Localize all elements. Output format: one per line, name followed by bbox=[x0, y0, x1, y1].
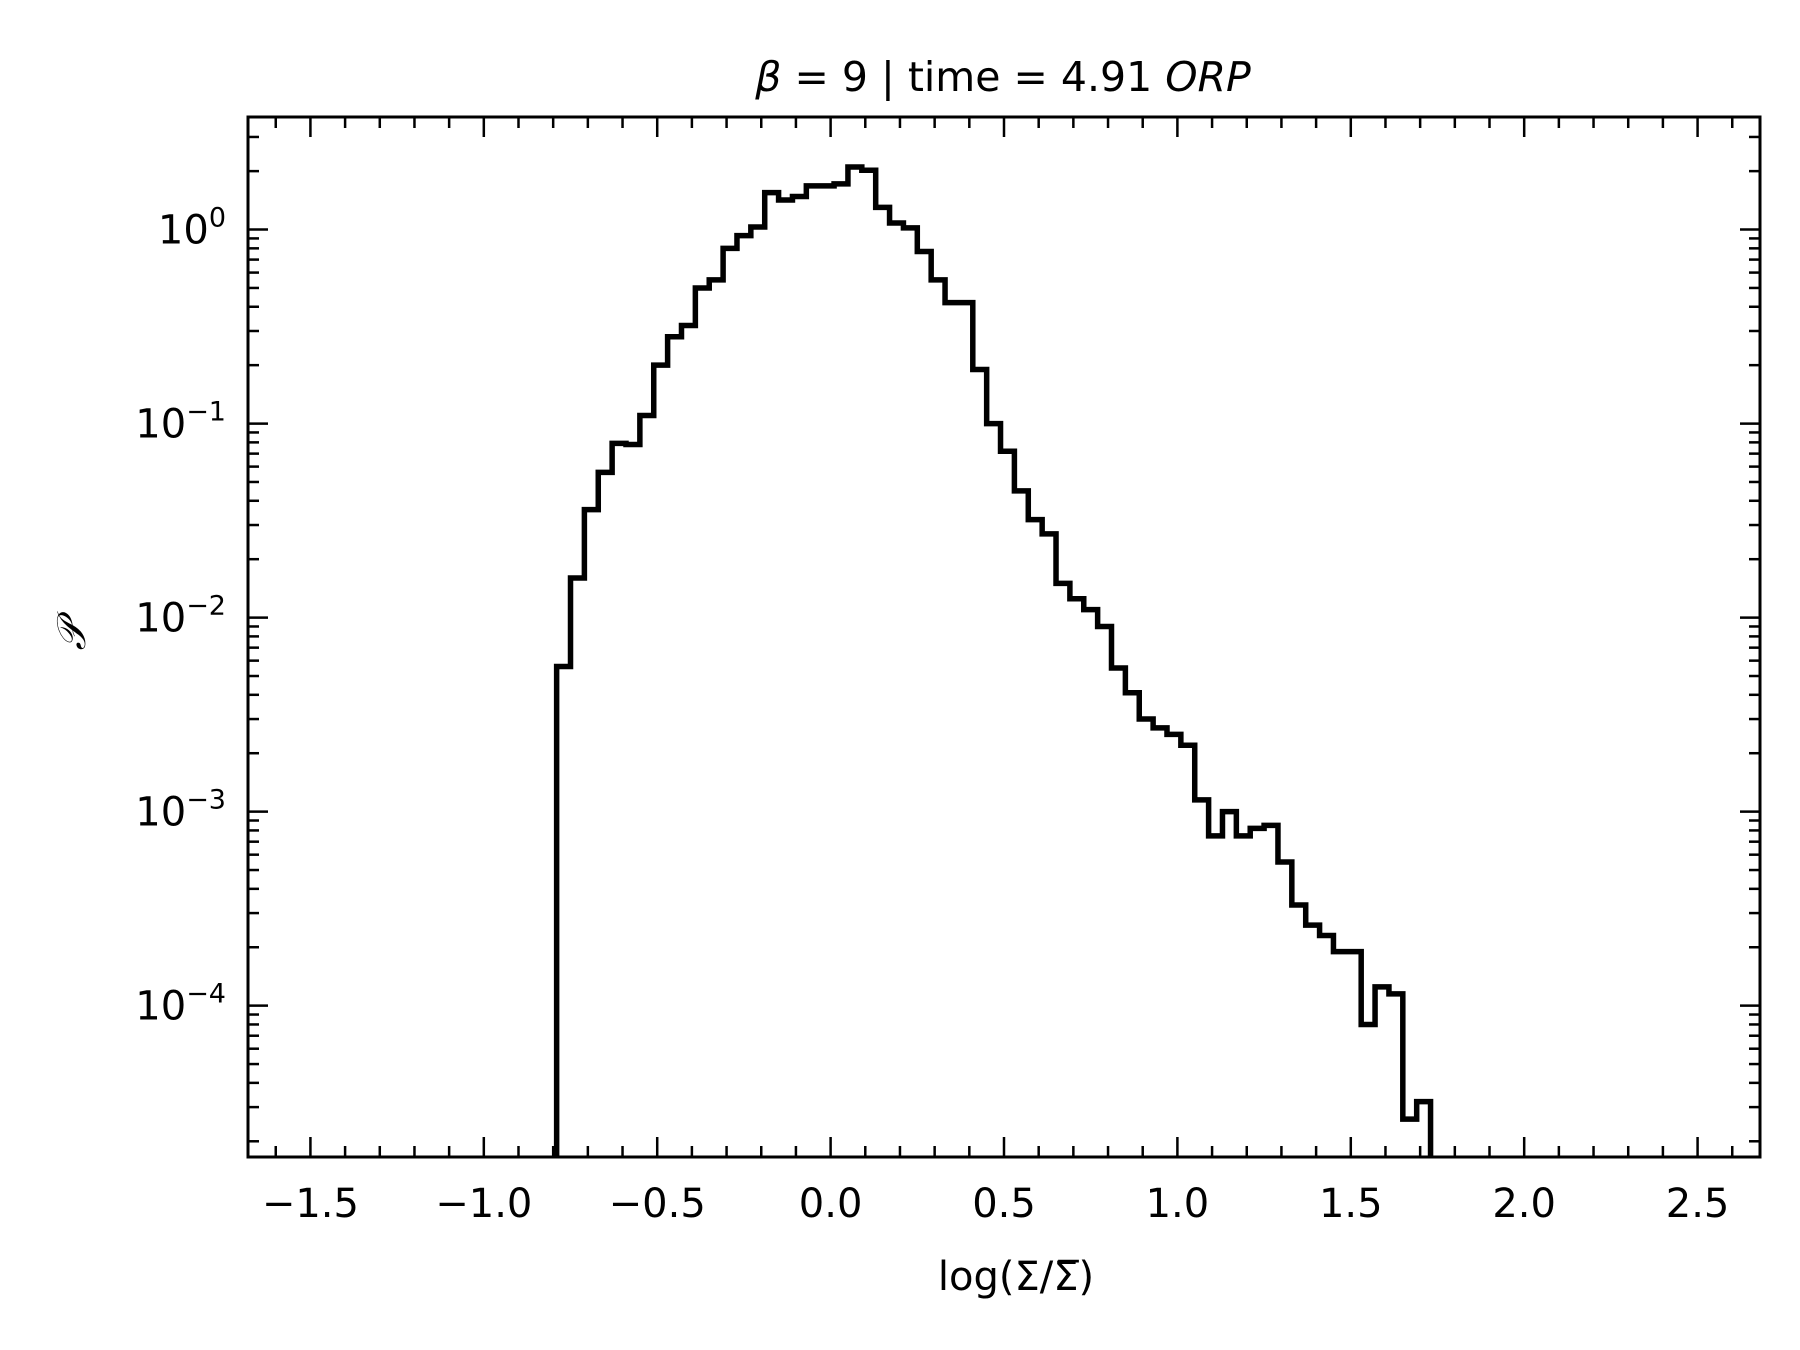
y-tick-label: 10−2 bbox=[135, 591, 226, 642]
chart-title: β = 9 | time = 4.91 ORP bbox=[754, 53, 1251, 101]
y-axis-label: 𝒫 bbox=[49, 610, 95, 650]
x-tick-label: 2.5 bbox=[1666, 1181, 1730, 1227]
x-tick-label: 1.5 bbox=[1319, 1181, 1383, 1227]
plot-area: −1.5 −1.0 −0.5 0.0 0.5 1.0 1.5 2.0 2.5 100 10−1 10−… bbox=[135, 115, 1762, 1227]
x-tick-label: −1.5 bbox=[262, 1181, 359, 1227]
y-tick-label: 100 bbox=[158, 203, 226, 254]
x-tick-label: 2.0 bbox=[1492, 1181, 1556, 1227]
x-tick-label: 0.0 bbox=[799, 1181, 863, 1227]
y-tick-label: 10−4 bbox=[135, 979, 226, 1030]
y-tick-label: 10−3 bbox=[135, 785, 226, 836]
x-tick-label: −1.0 bbox=[435, 1181, 532, 1227]
y-tick-label: 10−1 bbox=[135, 397, 226, 448]
x-tick-label: −0.5 bbox=[609, 1181, 706, 1227]
x-tick-label: 0.5 bbox=[972, 1181, 1036, 1227]
histogram-line bbox=[553, 164, 1434, 1157]
title-beta: β bbox=[754, 53, 781, 101]
x-axis-label: log(Σ/Σ̅) bbox=[938, 1254, 1094, 1300]
x-tick-label: 1.0 bbox=[1146, 1181, 1210, 1227]
title-orp: ORP bbox=[1165, 53, 1251, 101]
title-middle: = 9 | time = 4.91 bbox=[781, 53, 1165, 101]
axes-frame bbox=[246, 115, 1762, 1159]
